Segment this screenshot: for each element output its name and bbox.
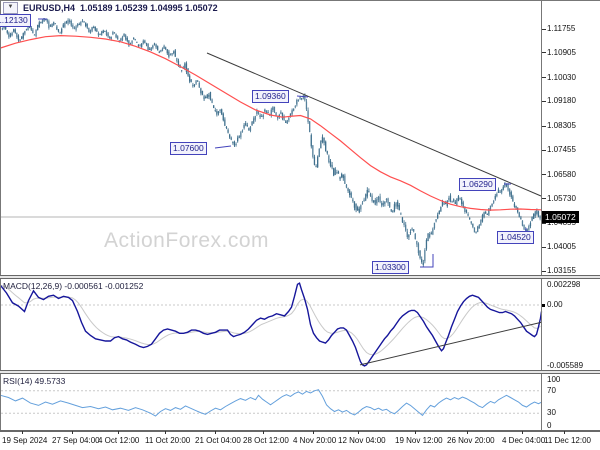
macd-tick-label: 0.00 [547,300,563,309]
price-tick-label: 1.06580 [547,170,576,179]
macd-support-trendline[interactable] [359,321,542,366]
time-tick-mark [522,431,523,434]
time-tick-mark [313,431,314,434]
time-tick-mark [215,431,216,434]
price-label-box[interactable]: 1.09360 [252,90,289,103]
rsi-tick-label: 100 [547,375,561,384]
price-axis-border [541,0,542,431]
current-price-tag: 1.05072 [542,211,579,223]
price-label-box[interactable]: 1.04520 [497,231,534,244]
ohlc-values: 1.05189 1.05239 1.04995 1.05072 [80,3,218,13]
price-tick-label: 1.10905 [547,48,576,57]
price-tick-mark [542,271,546,272]
macd-indicator-label: MACD(12,26,9) -0.000561 -0.001252 [3,281,144,291]
time-tick-mark [415,431,416,434]
price-tick-label: 1.07455 [547,145,576,154]
time-tick-label: 11 Oct 20:00 [145,436,191,445]
price-tick-mark [542,77,546,78]
time-tick-label: 21 Oct 04:00 [195,436,241,445]
chart-left-border [0,0,1,431]
price-tick-label: 1.03155 [547,266,576,275]
time-tick-label: 19 Sep 2024 [2,436,48,445]
time-tick-mark [22,431,23,434]
price-tick-mark [542,126,546,127]
chart-top-border [0,0,600,1]
price-tick-label: 1.04005 [547,242,576,251]
time-tick-mark [118,431,119,434]
time-tick-mark [467,431,468,434]
time-tick-mark [358,431,359,434]
price-tick-label: 1.05730 [547,194,576,203]
time-tick-label: 12 Nov 04:00 [338,436,386,445]
time-axis-border [0,430,600,432]
price-tick-label: 1.10030 [547,73,576,82]
price-tick-mark [542,223,546,224]
rsi-line [0,389,542,417]
annotation-connector [420,254,434,268]
price-label-box[interactable]: 1.06290 [459,178,496,191]
price-tick-label: 1.08305 [547,121,576,130]
price-tick-mark [542,52,546,53]
macd-signal-line [0,284,541,356]
rsi-tick-label: 30 [547,408,556,417]
price-tick-mark [542,150,546,151]
panel-separator-macd-rsi[interactable] [0,370,600,374]
price-label-box[interactable]: 1.03300 [372,261,409,274]
rsi-tick-label: 0 [547,421,552,430]
price-tick-label: 1.11755 [547,24,576,33]
price-tick-mark [542,174,546,175]
time-tick-label: 4 Dec 04:00 [502,436,546,445]
symbol-title: EURUSD,H4 [23,3,76,13]
time-tick-mark [263,431,264,434]
price-label-box[interactable]: 1.12130 [0,14,31,27]
candlestick-series [1,18,541,268]
resistance-trendline[interactable] [206,52,542,197]
time-tick-mark [165,431,166,434]
price-tick-mark [542,247,546,248]
macd-tick-label: 0.002298 [547,280,581,289]
time-tick-label: 4 Nov 20:00 [293,436,337,445]
watermark: ActionForex.com [104,229,270,252]
price-tick-mark [542,29,546,30]
time-tick-label: 28 Oct 12:00 [243,436,289,445]
chart-header: ▼ EURUSD,H4 1.05189 1.05239 1.04995 1.05… [3,2,218,14]
rsi-tick-label: 70 [547,386,556,395]
time-tick-label: 26 Nov 20:00 [447,436,495,445]
price-tick-label: 1.09180 [547,96,576,105]
time-tick-label: 11 Dec 12:00 [544,436,591,445]
ma-line [0,34,542,211]
price-tick-mark [542,101,546,102]
price-label-box[interactable]: 1.07600 [170,142,207,155]
panel-separator-price-macd[interactable] [0,275,600,279]
macd-line [0,282,543,367]
time-tick-mark [72,431,73,434]
annotation-connector [296,95,309,98]
rsi-indicator-label: RSI(14) 49.5733 [3,376,66,386]
chevron-down-icon: ▼ [7,4,14,10]
annotation-connector [214,145,232,149]
price-tick-mark [542,198,546,199]
macd-tick-label: -0.005589 [547,361,584,370]
time-tick-label: 19 Nov 12:00 [395,436,443,445]
macd-current-marker [542,304,545,307]
time-tick-label: 4 Oct 12:00 [98,436,140,445]
time-tick-mark [564,431,565,434]
time-tick-label: 27 Sep 04:00 [52,436,100,445]
symbol-dropdown-button[interactable]: ▼ [3,2,18,14]
